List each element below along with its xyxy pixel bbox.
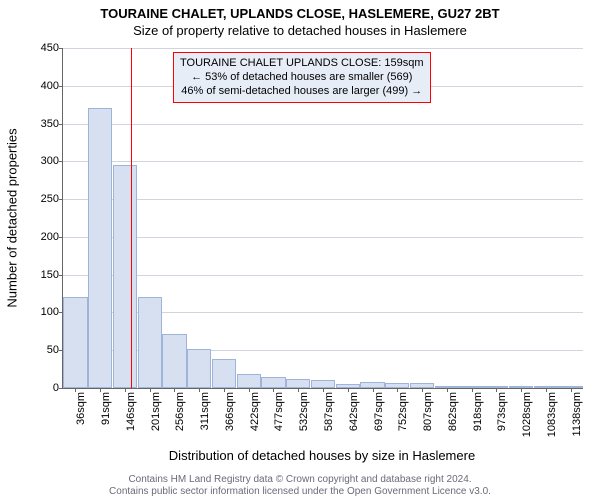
xtick-label: 91sqm (100, 392, 112, 425)
gridline (63, 275, 583, 276)
ytick-label: 400 (41, 80, 63, 92)
xtick-label: 146sqm (125, 392, 137, 431)
annotation-line: TOURAINE CHALET UPLANDS CLOSE: 159sqm (180, 57, 424, 71)
xtick-label: 752sqm (397, 392, 409, 431)
xtick-label: 201sqm (150, 392, 162, 431)
xtick-label: 366sqm (224, 392, 236, 431)
histogram-chart: TOURAINE CHALET, UPLANDS CLOSE, HASLEMER… (0, 0, 600, 500)
gridline (63, 124, 583, 125)
histogram-bar (311, 380, 335, 388)
chart-subtitle: Size of property relative to detached ho… (0, 21, 600, 38)
xtick-label: 1028sqm (521, 392, 533, 437)
xtick-label: 532sqm (298, 392, 310, 431)
histogram-bar (113, 165, 137, 388)
ytick-label: 250 (41, 193, 63, 205)
ytick-label: 350 (41, 118, 63, 130)
xtick-label: 1138sqm (571, 392, 583, 436)
histogram-bar (286, 379, 310, 388)
histogram-bar (162, 334, 186, 388)
ytick-label: 0 (53, 382, 63, 394)
ytick-label: 100 (41, 306, 63, 318)
xtick-label: 807sqm (422, 392, 434, 431)
xtick-label: 422sqm (249, 392, 261, 431)
reference-line (131, 48, 132, 388)
xtick-label: 697sqm (373, 392, 385, 431)
footer-line-2: Contains public sector information licen… (0, 486, 600, 498)
ytick-label: 200 (41, 231, 63, 243)
annotation-line: ← 53% of detached houses are smaller (56… (180, 71, 424, 85)
gridline (63, 199, 583, 200)
xtick-label: 1083sqm (546, 392, 558, 437)
histogram-bar (88, 108, 112, 388)
xtick-label: 587sqm (323, 392, 335, 431)
histogram-bar (138, 297, 162, 388)
xtick-label: 642sqm (348, 392, 360, 431)
footer-line-1: Contains HM Land Registry data © Crown c… (0, 474, 600, 486)
chart-footer: Contains HM Land Registry data © Crown c… (0, 474, 600, 498)
xtick-label: 477sqm (273, 392, 285, 431)
annotation-line: 46% of semi-detached houses are larger (… (180, 85, 424, 99)
xtick-label: 918sqm (472, 392, 484, 431)
gridline (63, 161, 583, 162)
ytick-label: 450 (41, 42, 63, 54)
ytick-label: 300 (41, 155, 63, 167)
y-axis-label: Number of detached properties (5, 128, 20, 307)
histogram-bar (237, 374, 261, 388)
ytick-label: 150 (41, 269, 63, 281)
gridline (63, 48, 583, 49)
xtick-label: 311sqm (199, 392, 211, 430)
xtick-label: 36sqm (75, 392, 87, 425)
histogram-bar (187, 349, 211, 388)
histogram-bar (212, 359, 236, 388)
chart-title: TOURAINE CHALET, UPLANDS CLOSE, HASLEMER… (0, 0, 600, 21)
xtick-label: 973sqm (496, 392, 508, 431)
histogram-bar (261, 377, 285, 388)
ytick-label: 50 (47, 344, 63, 356)
x-axis-label: Distribution of detached houses by size … (62, 448, 582, 463)
gridline (63, 237, 583, 238)
xtick-label: 862sqm (447, 392, 459, 431)
histogram-bar (63, 297, 87, 388)
annotation-box: TOURAINE CHALET UPLANDS CLOSE: 159sqm← 5… (173, 52, 431, 103)
plot-area: 05010015020025030035040045036sqm91sqm146… (62, 48, 583, 389)
xtick-label: 256sqm (174, 392, 186, 431)
